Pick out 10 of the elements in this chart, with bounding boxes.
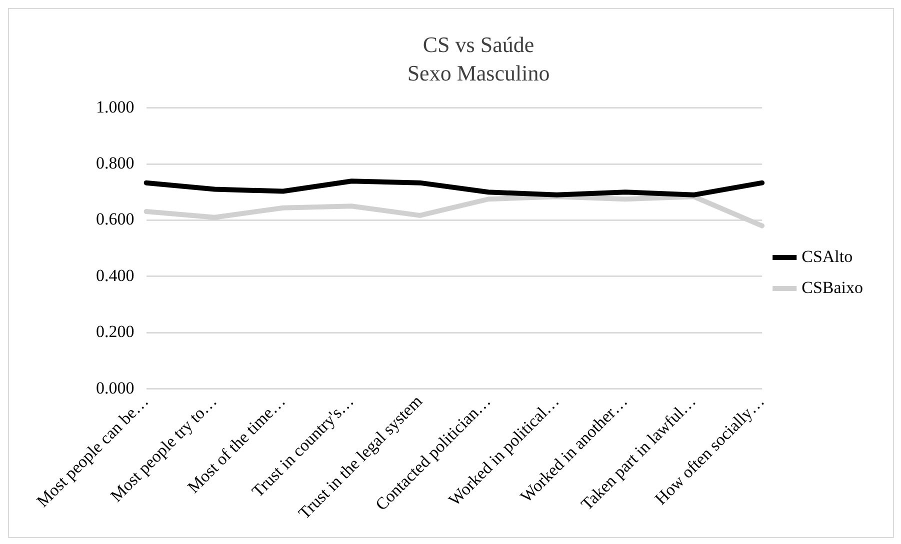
chart-subtitle: Sexo Masculino [407,60,550,86]
legend-label: CSBaixo [802,278,864,297]
y-tick-label: 0.000 [96,378,134,398]
legend-label: CSAlto [802,246,853,266]
chart-title: CS vs Saúde [422,32,534,57]
y-tick-label: 1.000 [96,97,134,116]
y-tick-label: 0.200 [96,322,134,342]
y-tick-label: 0.800 [96,153,134,172]
y-tick-label: 0.600 [96,210,134,229]
y-tick-label: 0.400 [96,266,134,285]
